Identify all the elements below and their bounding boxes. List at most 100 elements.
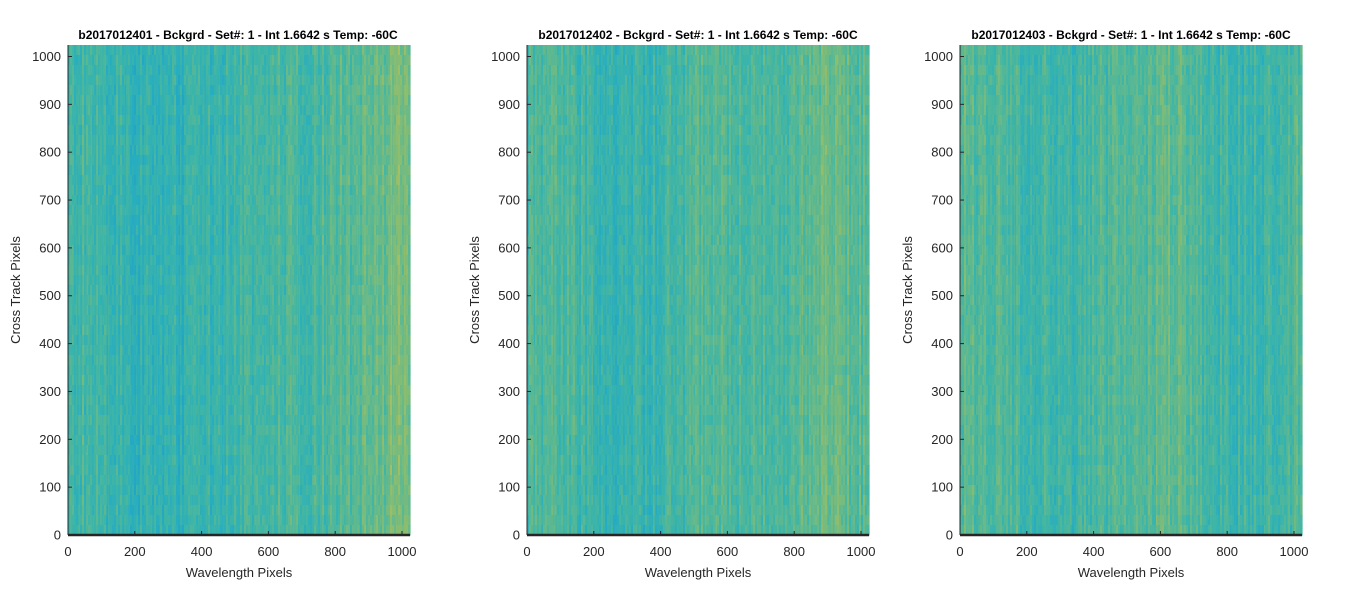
heatmap-cell [80, 355, 83, 366]
heatmap-cell [120, 175, 123, 186]
heatmap-cell [140, 395, 143, 406]
heatmap-cell [108, 245, 111, 256]
heatmap-cell [90, 445, 93, 456]
heatmap-cell [106, 255, 109, 266]
heatmap-cell [136, 285, 139, 296]
heatmap-cell [164, 395, 167, 406]
heatmap-cell [92, 255, 95, 266]
heatmap-cell [148, 65, 151, 76]
heatmap-cell [128, 265, 131, 276]
heatmap-cell [150, 115, 153, 126]
heatmap-cell [124, 465, 127, 476]
heatmap-cell [124, 355, 127, 366]
heatmap-cell [94, 355, 97, 366]
heatmap-cell [126, 215, 129, 226]
heatmap-cell [116, 315, 119, 326]
heatmap-cell [94, 425, 97, 436]
heatmap-cell [166, 365, 169, 376]
heatmap-cell [100, 105, 103, 116]
heatmap-cell [84, 495, 87, 506]
heatmap-cell [106, 215, 109, 226]
heatmap-cell [106, 285, 109, 296]
heatmap-cell [106, 55, 109, 66]
heatmap-cell [148, 515, 151, 526]
heatmap-cell [80, 135, 83, 146]
heatmap-cell [88, 115, 91, 126]
heatmap-cell [138, 375, 141, 386]
heatmap-cell [90, 335, 93, 346]
heatmap-cell [146, 65, 149, 76]
heatmap-cell [114, 185, 117, 196]
heatmap-cell [82, 325, 85, 336]
heatmap-cell [144, 185, 147, 196]
heatmap-cell [156, 85, 159, 96]
heatmap-cell [116, 355, 119, 366]
heatmap-cell [138, 235, 141, 246]
heatmap-cell [170, 105, 173, 116]
heatmap-cell [144, 415, 147, 426]
heatmap-cell [122, 105, 125, 116]
heatmap-cell [86, 95, 89, 106]
heatmap-cell [100, 255, 103, 266]
heatmap-cell [104, 245, 107, 256]
heatmap-cell [110, 335, 113, 346]
heatmap-cell [92, 295, 95, 306]
heatmap-cell [124, 205, 127, 216]
heatmap-cell [154, 145, 157, 156]
heatmap-cell [114, 455, 117, 466]
heatmap-cell [150, 205, 153, 216]
heatmap-cell [168, 205, 171, 216]
heatmap-cell [118, 195, 121, 206]
heatmap-cell [102, 355, 105, 366]
heatmap-cell [84, 425, 87, 436]
heatmap-cell [154, 505, 157, 516]
heatmap-cell [116, 175, 119, 186]
heatmap-cell [164, 125, 167, 136]
heatmap-cell [68, 225, 71, 236]
heatmap-cell [86, 75, 89, 86]
heatmap-cell [152, 45, 155, 56]
heatmap-cell [160, 365, 163, 376]
heatmap-cell [140, 195, 143, 206]
heatmap-cell [68, 95, 71, 106]
heatmap-cell [164, 455, 167, 466]
heatmap-cell [168, 325, 171, 336]
heatmap-cell [128, 465, 131, 476]
heatmap-cell [88, 525, 91, 536]
heatmap-cell [74, 505, 77, 516]
heatmap-cell [142, 355, 145, 366]
heatmap-cell [138, 415, 141, 426]
heatmap-cell [164, 255, 167, 266]
heatmap-cell [144, 485, 147, 496]
heatmap-cell [92, 505, 95, 516]
heatmap-cell [74, 485, 77, 496]
heatmap-cell [114, 385, 117, 396]
heatmap-cell [166, 415, 169, 426]
heatmap-cell [142, 405, 145, 416]
heatmap-cell [142, 125, 145, 136]
heatmap-cell [146, 445, 149, 456]
heatmap-cell [142, 95, 145, 106]
heatmap-cell [122, 215, 125, 226]
heatmap-cell [136, 155, 139, 166]
heatmap-cell [170, 75, 173, 86]
heatmap-cell [82, 145, 85, 156]
heatmap-cell [142, 525, 145, 536]
heatmap-cell [168, 225, 171, 236]
heatmap-cell [132, 235, 135, 246]
heatmap-cell [100, 505, 103, 516]
heatmap-cell [144, 175, 147, 186]
heatmap-cell [166, 235, 169, 246]
heatmap-cell [112, 245, 115, 256]
heatmap-cell [162, 105, 165, 116]
heatmap-cell [162, 185, 165, 196]
heatmap-cell [90, 485, 93, 496]
heatmap-cell [116, 65, 119, 76]
heatmap-cell [154, 325, 157, 336]
heatmap-cell [96, 455, 99, 466]
heatmap-cell [166, 425, 169, 436]
heatmap-cell [82, 395, 85, 406]
heatmap-cell [154, 395, 157, 406]
heatmap-cell [158, 375, 161, 386]
heatmap-cell [146, 285, 149, 296]
